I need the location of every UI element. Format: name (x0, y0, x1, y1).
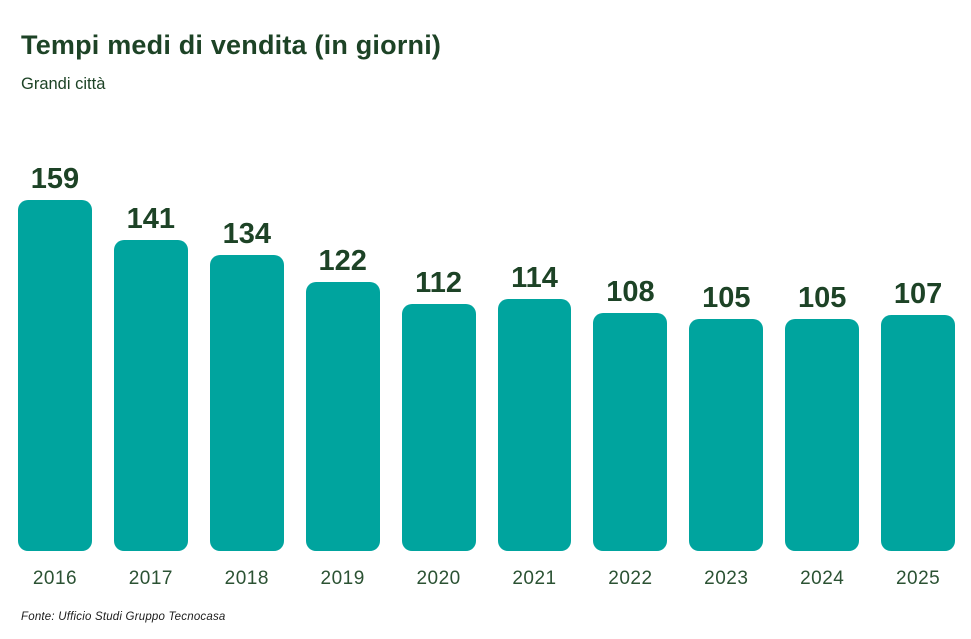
bar-2023 (689, 319, 764, 551)
x-axis-label-2021: 2021 (512, 568, 557, 589)
x-axis-label-2025: 2025 (895, 568, 941, 589)
bar-column-2018: 134 (209, 218, 284, 551)
bar-column-2017: 141 (113, 203, 188, 551)
x-axis-label-2023: 2023 (704, 568, 749, 589)
bar-column-2022: 108 (593, 276, 668, 551)
bar-2025 (881, 315, 956, 551)
bar-column-2016: 159 (18, 163, 92, 551)
bar-column-2024: 105 (785, 282, 860, 551)
bar-2016 (18, 200, 92, 551)
bar-value-label: 112 (415, 267, 462, 300)
bar-column-2025: 107 (881, 278, 956, 551)
page-title: Tempi medi di vendita (in giorni) (21, 30, 442, 60)
bars-row: 159 141 134 122 112 114 108 105 105 107 (18, 163, 956, 551)
bar-value-label: 105 (702, 282, 751, 315)
bar-value-label: 122 (318, 245, 367, 278)
bar-2018 (209, 255, 284, 551)
x-axis-label-2020: 2020 (416, 568, 461, 589)
bar-value-label: 114 (511, 262, 558, 295)
x-axis-label-2024: 2024 (800, 568, 845, 589)
x-axis-label-2019: 2019 (320, 568, 365, 589)
years-row: 2016 2017 2018 2019 2020 2021 2022 2023 2024 2025 (18, 568, 955, 590)
bar-value-label: 108 (606, 276, 655, 309)
bar-2022 (593, 313, 668, 551)
bar-2021 (497, 299, 572, 551)
bar-column-2023: 105 (689, 282, 764, 551)
source-note: Fonte: Ufficio Studi Gruppo Tecnocasa (21, 611, 226, 623)
bar-2019 (305, 282, 380, 551)
bar-value-label: 107 (893, 278, 943, 311)
x-axis-label-2022: 2022 (608, 568, 653, 589)
page-subtitle: Grandi città (21, 75, 106, 93)
x-axis-label-2018: 2018 (224, 568, 269, 589)
bar-column-2021: 114 (497, 262, 572, 551)
bar-value-label: 159 (30, 163, 80, 196)
bar-2024 (785, 319, 860, 551)
bar-2017 (113, 240, 188, 551)
bar-column-2020: 112 (401, 267, 476, 551)
x-axis-label-2017: 2017 (128, 568, 173, 589)
bar-value-label: 141 (126, 203, 176, 236)
bar-2020 (401, 304, 476, 551)
bar-value-label: 105 (798, 282, 847, 315)
bar-column-2019: 122 (305, 245, 380, 551)
bar-value-label: 134 (222, 218, 271, 251)
x-axis-label-2016: 2016 (32, 568, 78, 589)
